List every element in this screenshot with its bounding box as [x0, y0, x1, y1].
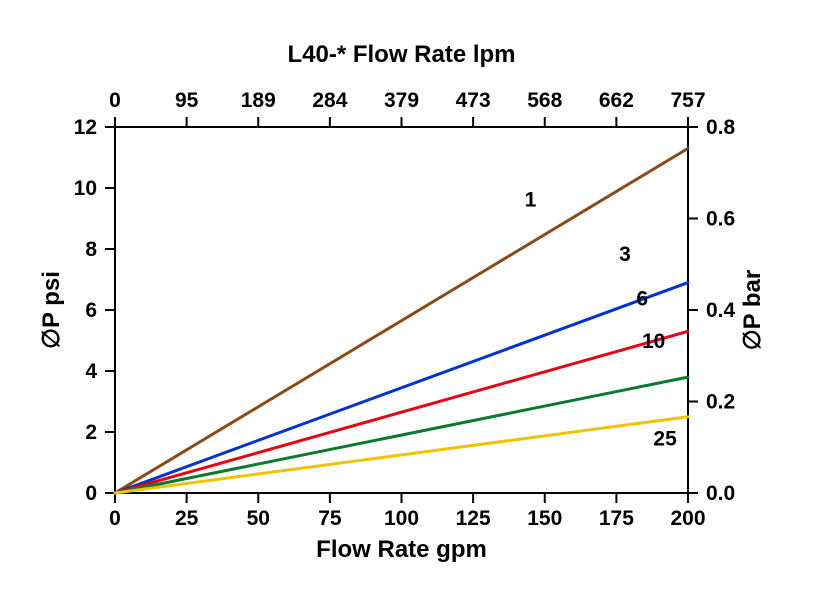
svg-text:0: 0 [109, 89, 121, 112]
svg-text:6: 6 [85, 299, 97, 322]
svg-text:175: 175 [599, 507, 634, 530]
svg-text:4: 4 [85, 360, 97, 383]
svg-text:12: 12 [74, 116, 97, 139]
svg-text:662: 662 [599, 89, 634, 112]
svg-text:0.8: 0.8 [706, 116, 736, 139]
svg-text:L40-* Flow Rate lpm: L40-* Flow Rate lpm [287, 41, 515, 68]
svg-text:379: 379 [384, 89, 419, 112]
svg-text:100: 100 [384, 507, 419, 530]
svg-text:0.2: 0.2 [706, 391, 735, 414]
svg-text:0: 0 [109, 507, 121, 530]
svg-text:125: 125 [456, 507, 491, 530]
svg-text:95: 95 [175, 89, 199, 112]
svg-text:∅P psi: ∅P psi [38, 271, 65, 349]
svg-text:10: 10 [74, 177, 97, 200]
svg-text:150: 150 [527, 507, 562, 530]
svg-text:2: 2 [85, 421, 97, 444]
svg-text:1: 1 [525, 188, 537, 211]
svg-text:50: 50 [247, 507, 270, 530]
svg-text:0.0: 0.0 [706, 482, 735, 505]
pressure-flow-chart: 0255075100125150175200Flow Rate gpm09518… [0, 0, 828, 606]
svg-text:Flow Rate gpm: Flow Rate gpm [316, 536, 487, 563]
svg-text:0.6: 0.6 [706, 208, 735, 231]
svg-text:25: 25 [653, 428, 677, 451]
svg-text:200: 200 [670, 507, 705, 530]
svg-text:10: 10 [642, 330, 665, 353]
svg-text:8: 8 [85, 238, 97, 261]
svg-text:189: 189 [241, 89, 276, 112]
svg-text:25: 25 [175, 507, 199, 530]
svg-text:6: 6 [636, 287, 648, 310]
svg-text:0: 0 [85, 482, 97, 505]
svg-text:284: 284 [312, 89, 347, 112]
svg-text:568: 568 [527, 89, 562, 112]
svg-text:75: 75 [318, 507, 342, 530]
svg-text:757: 757 [670, 89, 705, 112]
svg-text:0.4: 0.4 [706, 299, 736, 322]
svg-text:∅P bar: ∅P bar [739, 270, 766, 351]
svg-text:3: 3 [619, 243, 631, 266]
svg-text:473: 473 [456, 89, 491, 112]
